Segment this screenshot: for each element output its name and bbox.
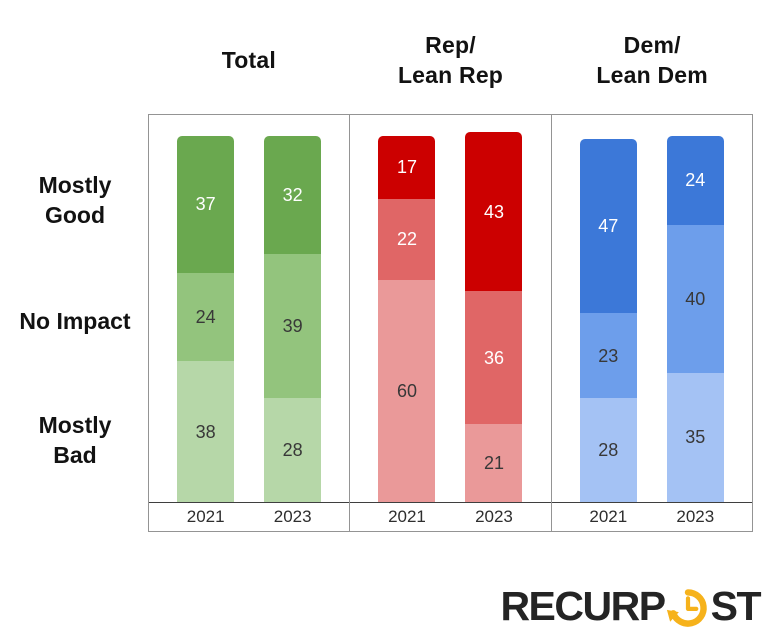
recurpost-logo: RECURP ST	[500, 582, 762, 630]
dem-2023-segment-mostly-good: 24	[666, 135, 724, 225]
total-2023-segment-no-impact: 39	[264, 254, 322, 399]
dem-axis-label-2023: 2023	[676, 507, 715, 526]
logo-text-recurp: RECURP	[500, 582, 666, 629]
dem-2021-segment-no-impact: 23	[579, 313, 637, 399]
total-2021-segment-no-impact: 24	[177, 272, 235, 362]
total-2023-segment-mostly-bad: 28	[264, 398, 322, 502]
rep-2023-segment-mostly-bad: 21	[465, 424, 523, 502]
row-label-mostly-bad: Mostly Bad	[38, 412, 112, 468]
dem-axis-row: 2021 2023	[552, 503, 752, 531]
rep-2021-segment-no-impact: 22	[378, 198, 436, 280]
rep-2023-segment-mostly-good: 43	[465, 132, 523, 292]
rep-bars-area: 17 22 60 43 36 21	[350, 115, 551, 503]
clock-history-icon	[666, 589, 707, 627]
rep-axis-label-2023: 2023	[475, 507, 513, 526]
row-label-no-impact: No Impact	[19, 308, 131, 334]
total-2021-segment-mostly-bad: 38	[177, 361, 235, 502]
dem-2021-segment-mostly-bad: 28	[579, 398, 637, 502]
panel-title-total: Total	[221, 47, 276, 73]
rep-bar-2023: 43 36 21	[465, 132, 523, 502]
total-axis-label-2021: 2021	[186, 507, 225, 526]
panel-title-dem-lean-dem: Dem/ Lean Dem	[596, 32, 708, 88]
rep-2021-segment-mostly-good: 17	[378, 135, 436, 199]
chart-panels: 37 24 38 32 39 28 2021 2023 17 22 60 43 36 21 2021 2023…	[148, 114, 753, 532]
dem-2023-segment-mostly-bad: 35	[666, 372, 724, 502]
total-bars-area: 37 24 38 32 39 28	[149, 115, 350, 503]
logo-text-st: ST	[710, 582, 762, 629]
total-axis-label-2023: 2023	[273, 507, 312, 526]
rep-bar-2021: 17 22 60	[378, 135, 436, 502]
dem-2021-segment-mostly-good: 47	[579, 139, 637, 314]
rep-2021-segment-mostly-bad: 60	[378, 280, 436, 502]
dem-bar-2021: 47 23 28	[579, 139, 637, 502]
dem-bars-area: 47 23 28 24 40 35	[551, 115, 752, 503]
panel-dem: 47 23 28 24 40 35 2021 2023	[550, 115, 752, 531]
total-axis-row: 2021 2023	[149, 503, 349, 531]
dem-2023-segment-no-impact: 40	[666, 224, 724, 373]
dem-axis-label-2021: 2021	[589, 507, 628, 526]
rep-axis-label-2021: 2021	[388, 507, 426, 526]
row-label-mostly-good: Mostly Good	[38, 172, 112, 228]
panel-rep: 17 22 60 43 36 21 2021 2023	[349, 115, 551, 531]
total-2023-segment-mostly-good: 32	[264, 135, 322, 255]
rep-axis-row: 2021 2023	[350, 503, 550, 531]
panel-headers: Total Rep/ Lean Rep Dem/ Lean Dem	[148, 10, 753, 110]
rep-2023-segment-no-impact: 36	[465, 291, 523, 425]
total-2021-segment-mostly-good: 37	[177, 135, 235, 273]
total-bar-2023: 32 39 28	[264, 135, 322, 502]
total-bar-2021: 37 24 38	[177, 135, 235, 502]
dem-bar-2023: 24 40 35	[666, 135, 724, 502]
panel-total: 37 24 38 32 39 28 2021 2023	[149, 115, 350, 531]
panel-title-rep-lean-rep: Rep/ Lean Rep	[397, 32, 504, 88]
